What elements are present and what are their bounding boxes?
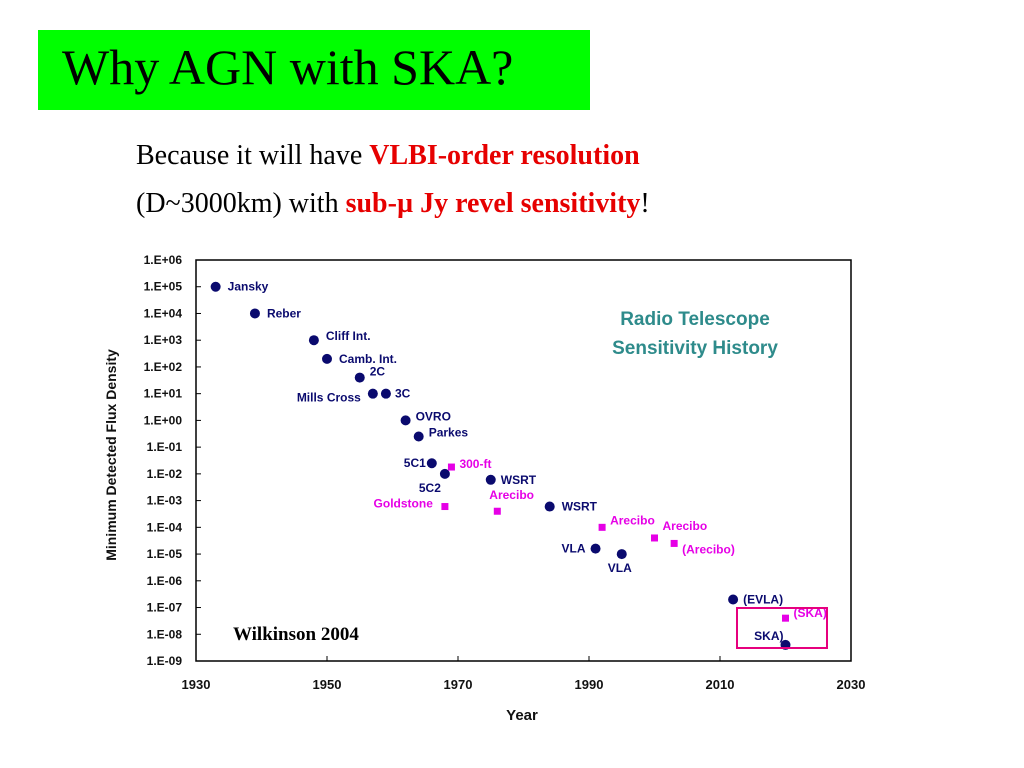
data-point-marker (439, 468, 450, 479)
data-point-label: Arecibo (610, 513, 655, 527)
data-point-marker (400, 415, 411, 426)
subtitle-line-2-suffix: ! (640, 188, 650, 219)
data-point-label: 300-ft (459, 457, 491, 471)
data-point-label: OVRO (416, 409, 451, 423)
y-tick-label: 1.E+03 (144, 333, 183, 347)
data-point-marker (598, 523, 606, 531)
data-point-marker (441, 503, 449, 511)
subtitle-line-2: (D~3000km) with sub-µ Jy revel sensitivi… (136, 188, 650, 220)
chart-title-line-2: Sensitivity History (612, 338, 778, 359)
subtitle-line-2-text: (D~3000km) with (136, 188, 346, 219)
data-point-marker (210, 281, 221, 292)
y-tick-label: 1.E-06 (147, 574, 183, 588)
data-point-label: 2C (370, 365, 386, 379)
data-point-marker (728, 594, 739, 605)
x-tick-label: 1990 (575, 677, 604, 692)
data-point-label: Arecibo (489, 488, 534, 502)
data-point-label: Parkes (429, 425, 469, 439)
data-point-marker (322, 353, 332, 364)
x-axis-label: Year (506, 707, 538, 724)
data-point-label: WSRT (501, 473, 537, 487)
data-point-marker (413, 431, 424, 442)
y-tick-label: 1.E-07 (147, 601, 183, 615)
data-point-marker (590, 543, 601, 554)
y-tick-label: 1.E-05 (147, 547, 183, 561)
x-tick-label: 1930 (182, 677, 211, 692)
data-point-marker (354, 372, 365, 383)
y-tick-label: 1.E+05 (144, 280, 183, 294)
x-tick-label: 2010 (706, 677, 735, 692)
y-tick-label: 1.E+06 (144, 253, 183, 267)
data-point-marker (447, 463, 455, 471)
data-point-marker (426, 458, 437, 469)
ska-highlight-box (736, 607, 828, 649)
data-point-label: VLA (562, 542, 586, 556)
chart-title-line-1: Radio Telescope (620, 309, 770, 330)
data-point-marker (782, 614, 789, 622)
y-tick-label: 1.E+02 (144, 360, 183, 374)
data-points: Jansky Reber Cliff Int. Camb. Int.2C Mills C… (210, 280, 827, 650)
x-tick-label: 1950 (313, 677, 342, 692)
data-point-label: 3C (395, 387, 411, 401)
x-tick-label: 1970 (444, 677, 473, 692)
y-tick-label: 1.E-02 (147, 467, 183, 481)
subtitle-line-1-text: Because it will have (136, 140, 370, 171)
data-point-label: Reber (267, 306, 301, 320)
y-tick-label: 1.E-09 (147, 654, 183, 668)
data-point-marker (380, 388, 391, 399)
slide-title: Why AGN with SKA? (62, 39, 514, 95)
data-point-marker (493, 507, 501, 515)
data-point-marker (367, 388, 378, 399)
plot-frame (195, 259, 852, 662)
data-point-label: Arecibo (663, 519, 708, 533)
data-point-label: VLA (608, 561, 632, 575)
subtitle-line-1: Because it will have VLBI-order resoluti… (136, 140, 640, 172)
data-point-label: WSRT (562, 500, 598, 514)
resolution-highlight: VLBI-order resolution (369, 140, 640, 171)
data-point-marker (485, 474, 496, 485)
x-axis: 1930 1950 1970 1990 2010 2030 (182, 656, 866, 692)
data-point-marker (670, 539, 678, 547)
data-point-label: Camb. Int. (339, 352, 397, 366)
data-point-marker (544, 501, 555, 512)
data-point-marker (308, 335, 319, 346)
sensitivity-highlight: sub-µ Jy revel sensitivity (345, 188, 641, 219)
y-tick-label: 1.E+04 (144, 306, 183, 320)
y-tick-label: 1.E+01 (144, 387, 183, 401)
data-point-label: 5C2 (419, 481, 441, 495)
y-axis: 1.E+06 1.E+05 1.E+04 1.E+03 1.E+02 1.E+01 1.E+… (144, 253, 201, 668)
y-tick-label: 1.E-08 (147, 627, 183, 641)
data-point-label: (Arecibo) (682, 542, 735, 556)
y-tick-label: 1.E-03 (147, 494, 183, 508)
data-point-label: SKA) (754, 629, 783, 643)
data-point-label: Goldstone (374, 497, 434, 511)
x-tick-label: 2030 (837, 677, 866, 692)
y-tick-label: 1.E-01 (147, 440, 183, 454)
data-point-marker (651, 534, 658, 542)
source-label: Wilkinson 2004 (233, 624, 359, 645)
title-banner (38, 30, 590, 110)
data-point-label: (EVLA) (743, 592, 783, 606)
data-point-label: Mills Cross (297, 391, 361, 405)
data-point-label: Jansky (228, 280, 269, 294)
data-point-marker (616, 549, 627, 560)
data-point-label: (SKA) (794, 606, 827, 620)
data-point-marker (249, 308, 260, 319)
data-point-label: 5C1 (404, 456, 426, 470)
data-point-label: Cliff Int. (326, 329, 371, 343)
y-tick-label: 1.E-04 (147, 520, 183, 534)
y-axis-label: Minimum Detected Flux Density (103, 349, 119, 561)
y-tick-label: 1.E+00 (144, 413, 183, 427)
